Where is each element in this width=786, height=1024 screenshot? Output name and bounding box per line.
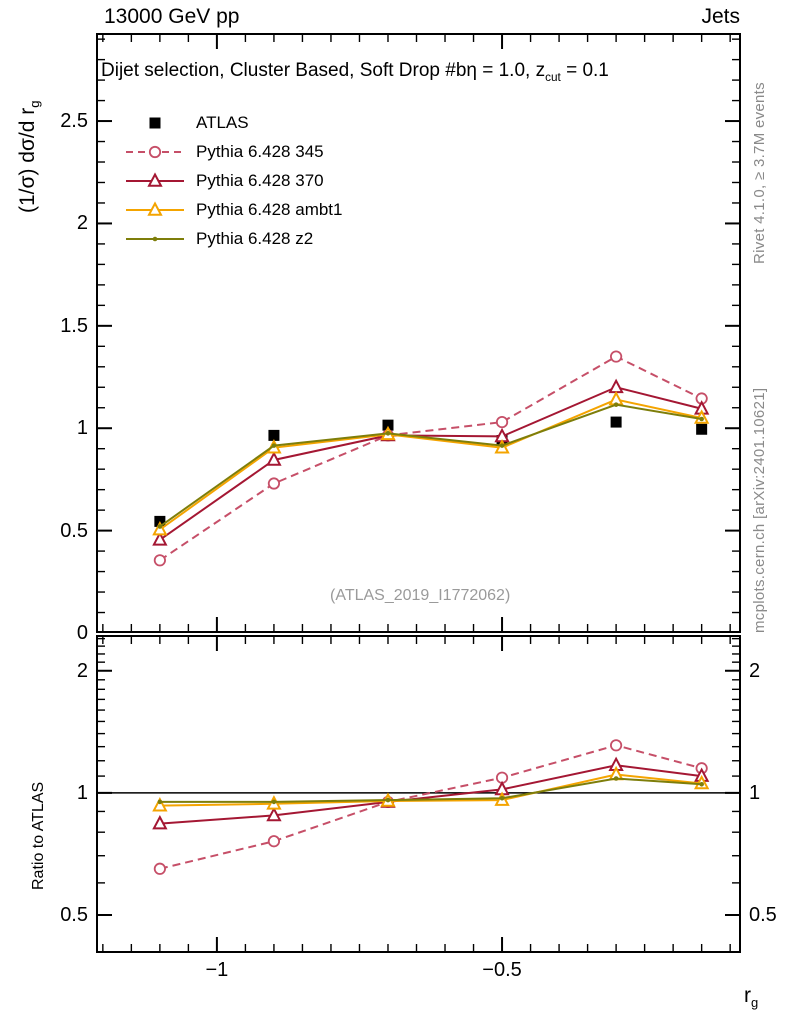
series-z2-marker-dot: [271, 799, 277, 805]
legend-py370-marker-triangle: [147, 171, 163, 187]
legend-sample-z2: [126, 236, 184, 241]
series-py345-marker-circle: [610, 350, 623, 363]
panel-title-text: Dijet selection, Cluster Based, Soft Dro…: [101, 60, 546, 81]
series-ambt1-line: [159, 773, 702, 807]
series-z2-marker-dot: [613, 776, 619, 781]
analysis-id-watermark: (ATLAS_2019_I1772062): [330, 587, 511, 604]
legend-sample-py370: [126, 171, 184, 187]
header-analysis-group: Jets: [701, 5, 740, 28]
legend-row-py345: Pythia 6.428 345: [124, 137, 342, 166]
panel-title-subscript: cut: [545, 70, 561, 84]
series-z2-marker-dot: [699, 416, 704, 422]
ratio-ytick-label-left-2: 2: [76, 659, 88, 682]
legend-z2-marker-dot: [152, 236, 158, 241]
series-py345-line: [159, 355, 703, 562]
main-ytick-label-0: 0: [76, 622, 88, 644]
legend-row-atlas: ATLAS: [124, 108, 342, 137]
legend-row-py370: Pythia 6.428 370: [124, 166, 342, 195]
series-atlas-marker-square: [610, 416, 622, 428]
main-panel-chart: [96, 33, 741, 633]
series-ambt1-line: [159, 398, 702, 531]
series-z2-marker-dot: [499, 795, 505, 801]
series-z2-line: [159, 403, 702, 528]
main-ytick-label-1.5: 1.5: [60, 314, 88, 337]
legend: ATLAS Pythia 6.428 345 Pythia 6.428 370 Pyt…: [124, 108, 342, 253]
main-y-axis-label-text: (1/σ) dσ/d r: [16, 107, 39, 213]
main-panel-border: [96, 33, 741, 633]
series-atlas-marker-square: [382, 419, 394, 431]
series-py345-marker-circle: [153, 862, 166, 875]
main-ytick-label-0.5: 0.5: [60, 519, 88, 542]
series-atlas-marker-square: [696, 423, 708, 435]
xtick-label-−1: −1: [205, 959, 229, 981]
legend-atlas-marker-square: [149, 117, 161, 128]
legend-label-atlas: ATLAS: [196, 112, 249, 132]
series-z2-line: [159, 777, 702, 803]
main-ytick-label-2.5: 2.5: [60, 110, 88, 133]
series-z2-marker-dot: [271, 443, 277, 448]
legend-row-z2: Pythia 6.428 z2: [124, 224, 342, 253]
series-py345-marker-circle: [610, 739, 623, 752]
legend-sample-atlas: [149, 117, 161, 128]
series-z2-marker-dot: [699, 781, 704, 787]
ratio-ytick-label-right-2: 2: [749, 659, 761, 682]
main-ytick-label-1: 1: [76, 417, 88, 440]
main-y-axis-label-sub: g: [27, 100, 43, 108]
series-z2-marker-dot: [613, 402, 619, 407]
series-py370-marker-triangle: [266, 806, 282, 822]
series-py370-marker-triangle: [152, 814, 168, 830]
legend-label-py370: Pythia 6.428 370: [196, 170, 324, 190]
series-ambt1-marker-triangle: [152, 797, 168, 812]
legend-label-ambt1: Pythia 6.428 ambt1: [196, 199, 343, 219]
series-py370-line: [159, 386, 702, 541]
ratio-ytick-label-right-0.5: 0.5: [749, 904, 777, 926]
legend-label-z2: Pythia 6.428 z2: [196, 228, 314, 248]
legend-row-ambt1: Pythia 6.428 ambt1: [124, 195, 342, 224]
panel-title: Dijet selection, Cluster Based, Soft Dro…: [101, 60, 609, 84]
series-py345-marker-circle: [267, 835, 281, 848]
ratio-panel-chart: [96, 635, 741, 953]
legend-py345-marker-circle: [148, 145, 162, 158]
ratio-ytick-label-right-1: 1: [749, 781, 761, 804]
series-py345-marker-circle: [267, 477, 281, 490]
series-z2-marker-dot: [385, 797, 391, 803]
header-beam-energy: 13000 GeV pp: [104, 5, 240, 28]
series-z2-marker-dot: [157, 799, 163, 805]
rivet-version-note: Rivet 4.1.0, ≥ 3.7M events: [751, 82, 768, 264]
series-atlas-marker-square: [268, 429, 280, 441]
x-axis-label-text: r: [744, 984, 751, 1007]
x-axis-label: rg: [744, 984, 758, 1010]
series-py345-line: [159, 744, 702, 870]
legend-sample-ambt1: [126, 200, 184, 216]
mcplots-arxiv-note: mcplots.cern.ch [arXiv:2401.10621]: [751, 387, 768, 633]
x-axis-label-sub: g: [751, 995, 759, 1011]
panel-title-suffix: = 0.1: [560, 60, 609, 81]
series-py370-marker-triangle: [152, 531, 168, 546]
series-z2-marker-dot: [385, 431, 391, 436]
legend-label-py345: Pythia 6.428 345: [196, 141, 324, 161]
legend-sample-py345: [126, 145, 184, 158]
xtick-label-−0.5: −0.5: [482, 959, 522, 981]
ratio-ytick-label-left-1: 1: [76, 781, 88, 804]
series-py345-marker-circle: [153, 554, 166, 567]
ratio-ytick-label-left-0.5: 0.5: [60, 904, 88, 926]
ratio-panel-border: [96, 635, 741, 953]
series-z2-marker-dot: [499, 443, 505, 448]
legend-ambt1-marker-triangle: [147, 200, 163, 216]
series-py370-line: [159, 764, 702, 825]
series-py345-marker-circle: [495, 415, 509, 429]
series-py370-marker-triangle: [608, 378, 624, 394]
main-ytick-label-2: 2: [76, 212, 88, 235]
series-z2-marker-dot: [157, 524, 163, 529]
series-py370-marker-triangle: [266, 451, 282, 466]
